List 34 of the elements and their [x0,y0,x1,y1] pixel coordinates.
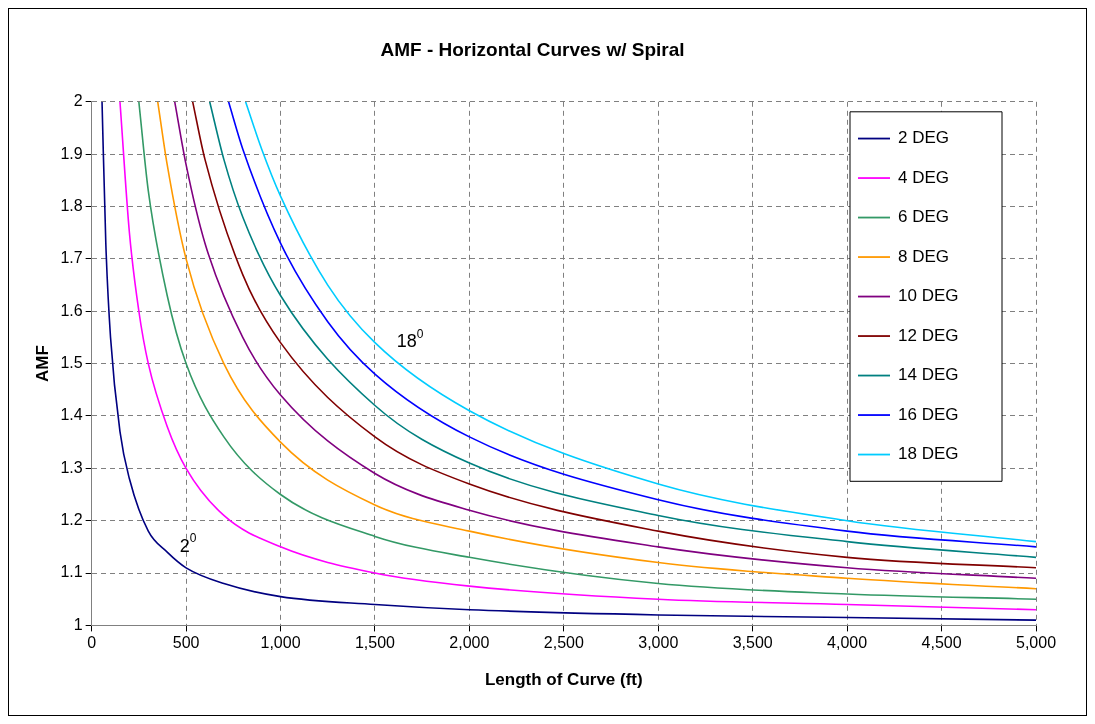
legend-label: 16 DEG [898,404,959,424]
y-tick-label: 1.1 [60,563,83,581]
y-tick-label: 1.2 [60,511,83,529]
x-tick-label: 5,000 [1015,634,1057,652]
x-tick-label: 4,000 [827,634,868,652]
x-axis-title: Length of Curve (ft) [484,670,643,690]
y-tick-label: 2 [73,92,83,110]
y-tick-label: 1.5 [60,354,83,372]
x-tick-label: 500 [172,634,200,652]
y-tick-label: 1.7 [60,249,83,267]
y-axis-title: AMF [32,345,52,383]
y-tick-label: 1.9 [60,144,83,162]
legend-label: 18 DEG [898,444,959,464]
legend-label: 8 DEG [898,246,950,266]
x-tick-label: 3,500 [732,634,773,652]
legend-label: 10 DEG [898,286,959,306]
x-tick-label: 3,000 [638,634,679,652]
y-tick-label: 1.8 [60,196,83,214]
chart-title: AMF - Horizontal Curves w/ Spiral [380,38,685,60]
legend-label: 14 DEG [898,365,959,385]
y-tick-label: 1.4 [60,406,83,424]
x-tick-label: 0 [87,634,97,652]
x-tick-label: 2,000 [449,634,490,652]
y-tick-label: 1.6 [60,301,83,319]
legend-label: 4 DEG [898,167,950,187]
x-tick-label: 4,500 [921,634,962,652]
legend-label: 6 DEG [898,207,950,227]
legend-label: 2 DEG [898,128,950,148]
legend-label: 12 DEG [898,325,959,345]
y-tick-label: 1.3 [60,458,83,476]
x-tick-label: 1,500 [354,634,396,652]
x-tick-label: 2,500 [543,634,584,652]
y-tick-label: 1 [73,615,83,633]
x-tick-label: 1,000 [260,634,301,652]
